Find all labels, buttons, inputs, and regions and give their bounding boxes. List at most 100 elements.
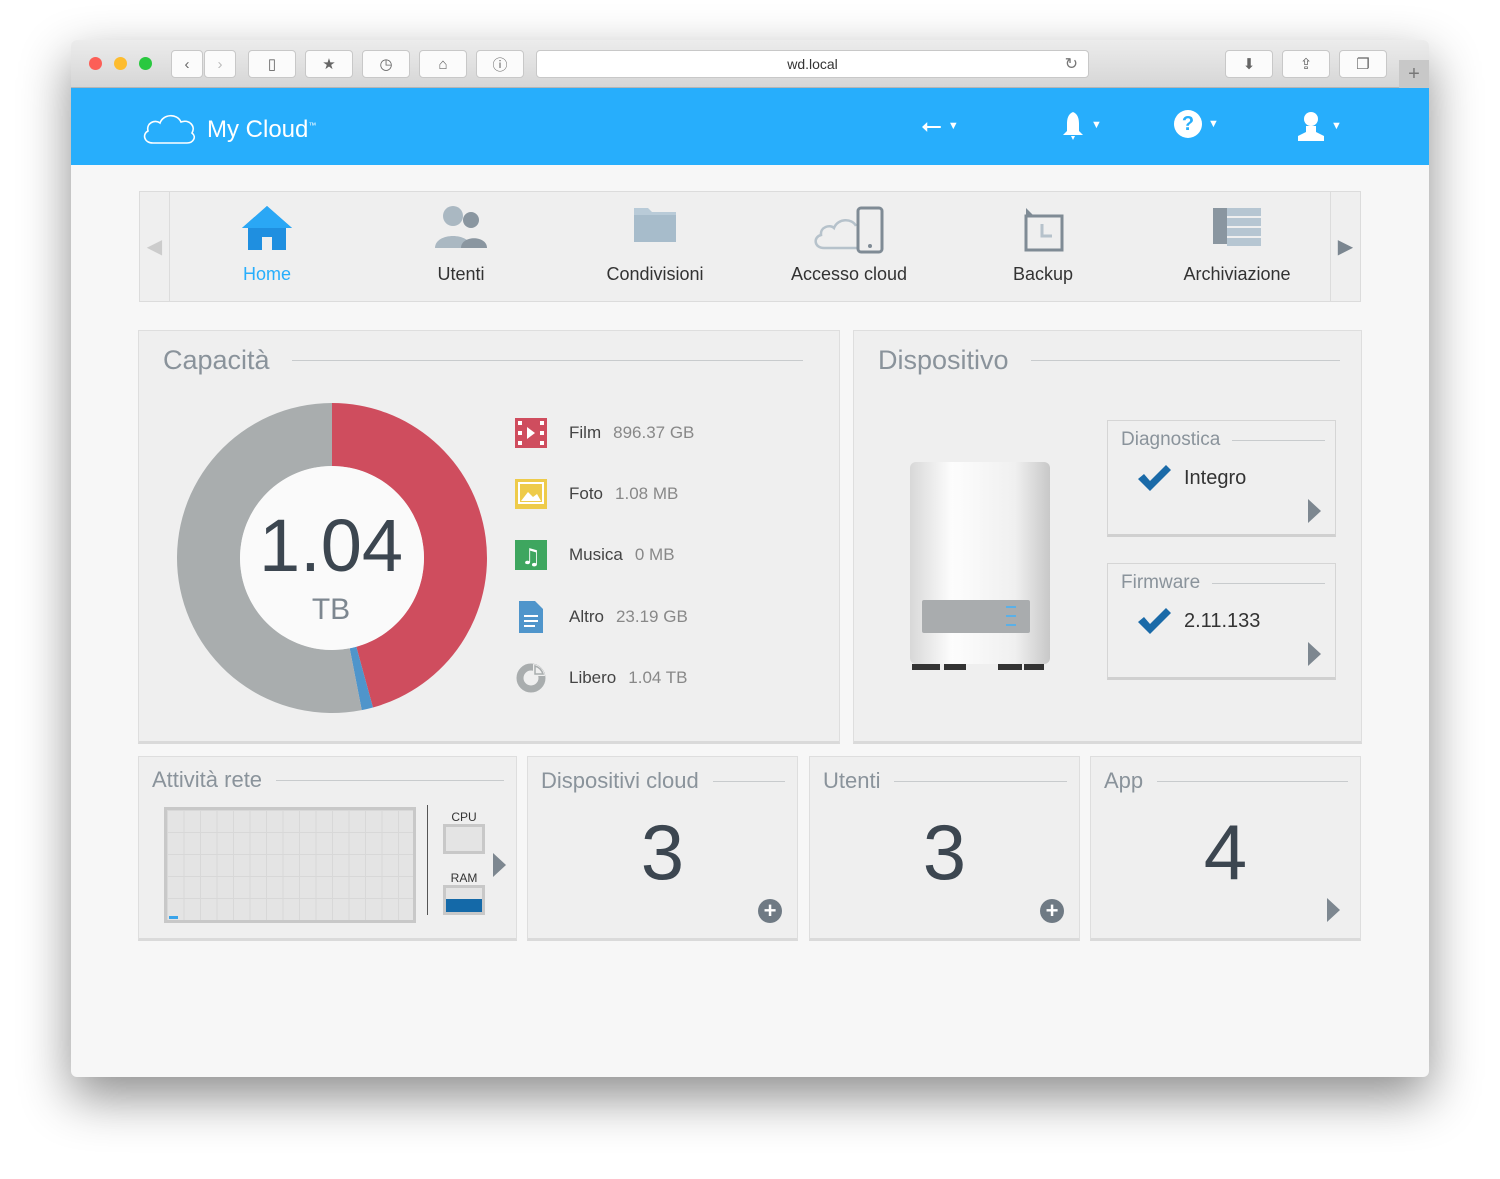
minimize-window-button[interactable]	[114, 57, 127, 70]
firmware-card[interactable]: Firmware 2.11.133	[1107, 563, 1336, 680]
nav-item-home[interactable]: Home	[170, 192, 364, 301]
main-nav: ◀ Home Utenti Condivisioni Accesso cloud…	[139, 191, 1361, 302]
nav-next-button[interactable]: ▶	[1330, 192, 1360, 301]
chevron-down-icon: ▼	[1208, 118, 1219, 130]
info-icon[interactable]: ⓘ	[476, 50, 524, 78]
users-count: 3	[922, 808, 967, 896]
users-title: Utenti	[823, 768, 1067, 794]
donut-slice-libero	[176, 403, 362, 713]
storage-icon	[1213, 208, 1261, 246]
user-menu[interactable]: ▼	[1297, 110, 1342, 142]
diagnostics-card[interactable]: Diagnostica Integro	[1107, 420, 1336, 537]
network-activity-panel: Attività rete CPU RAM	[138, 756, 517, 941]
close-window-button[interactable]	[89, 57, 102, 70]
legend-musica: ♫ Musica 0 MB	[515, 540, 675, 570]
folder-icon	[634, 208, 676, 242]
chevron-down-icon: ▼	[1091, 119, 1102, 131]
capacity-title: Capacità	[163, 345, 803, 376]
check-icon	[1138, 608, 1171, 634]
firmware-arrow-icon[interactable]	[1308, 642, 1321, 666]
capacity-donut-chart	[176, 403, 487, 713]
svg-text:♫: ♫	[521, 545, 541, 570]
free-space-icon	[516, 663, 546, 693]
home-icon	[242, 206, 292, 250]
capacity-total-unit: TB	[311, 593, 351, 626]
network-activity-graph	[164, 807, 416, 923]
home-icon[interactable]: ⌂	[419, 50, 467, 78]
ram-label: RAM	[450, 871, 478, 885]
legend-film: Film 896.37 GB	[515, 418, 694, 448]
film-icon	[515, 418, 547, 448]
donut-center	[240, 466, 424, 650]
firmware-title: Firmware	[1121, 572, 1325, 594]
nav-item-accesso-cloud[interactable]: Accesso cloud	[752, 192, 946, 301]
help-menu[interactable]: ? ▼	[1174, 110, 1219, 138]
cloud-access-icon	[814, 206, 884, 254]
music-icon: ♫	[515, 540, 547, 570]
diagnostics-title: Diagnostica	[1121, 429, 1325, 451]
nav-item-backup[interactable]: Backup	[946, 192, 1140, 301]
chevron-down-icon: ▼	[1331, 120, 1342, 132]
donut-slice-film	[332, 403, 487, 708]
nav-item-condivisioni[interactable]: Condivisioni	[558, 192, 752, 301]
bookmarks-icon[interactable]: ★	[305, 50, 353, 78]
usb-menu[interactable]: ⭠ ▼	[921, 110, 959, 142]
nav-item-archiviazione[interactable]: Archiviazione	[1140, 192, 1334, 301]
document-icon	[519, 601, 543, 633]
nav-prev-button[interactable]: ◀	[140, 192, 170, 301]
tabs-icon[interactable]: ❐	[1339, 50, 1387, 78]
downloads-icon[interactable]: ⬇	[1225, 50, 1273, 78]
address-bar[interactable]: wd.local ↻	[536, 50, 1089, 78]
add-cloud-device-icon[interactable]: +	[758, 899, 782, 923]
cpu-meter	[443, 824, 485, 854]
legend-libero: Libero 1.04 TB	[515, 662, 688, 694]
apps-tile[interactable]: App 4	[1090, 756, 1361, 941]
network-arrow-icon[interactable]	[493, 853, 506, 877]
notifications-menu[interactable]: ▼	[1061, 110, 1102, 140]
forward-icon[interactable]: ›	[204, 50, 236, 78]
nav-item-utenti[interactable]: Utenti	[364, 192, 558, 301]
nas-device-image	[910, 462, 1050, 670]
cloud-devices-count: 3	[640, 808, 685, 896]
cloud-logo-icon	[143, 114, 195, 144]
new-tab-button[interactable]: +	[1399, 60, 1429, 88]
add-user-icon[interactable]: +	[1040, 899, 1064, 923]
back-icon[interactable]: ‹	[171, 50, 203, 78]
zoom-window-button[interactable]	[139, 57, 152, 70]
url-text: wd.local	[787, 56, 838, 72]
firmware-value: 2.11.133	[1184, 609, 1261, 632]
donut-slice-foto	[356, 646, 373, 708]
donut-slice-altro	[349, 646, 373, 711]
diagnostics-value: Integro	[1184, 466, 1247, 489]
users-icon	[435, 206, 487, 248]
ram-meter	[443, 885, 485, 915]
bell-icon	[1063, 112, 1083, 140]
legend-foto: Foto 1.08 MB	[515, 479, 678, 509]
network-title: Attività rete	[152, 767, 504, 793]
sidebar-icon[interactable]: ▯	[248, 50, 296, 78]
chevron-down-icon: ▼	[947, 120, 959, 132]
cpu-label: CPU	[451, 810, 477, 824]
reload-icon[interactable]: ↻	[1064, 56, 1078, 73]
legend-altro: Altro 23.19 GB	[515, 601, 688, 633]
check-icon	[1138, 465, 1171, 491]
apps-title: App	[1104, 768, 1348, 794]
history-icon[interactable]: ◷	[362, 50, 410, 78]
photo-icon	[515, 479, 547, 509]
share-icon[interactable]: ⇪	[1282, 50, 1330, 78]
diagnostics-arrow-icon[interactable]	[1308, 499, 1321, 523]
usb-icon: ⭠	[921, 110, 942, 140]
app-header: My Cloud™ ⭠ ▼ ▼ ? ▼ ▼	[71, 88, 1429, 165]
user-icon	[1298, 112, 1324, 141]
browser-window: ‹ › ▯ ★ ◷ ⌂ ⓘ wd.local ↻ ⬇ ⇪ ❐ + My Cloud…	[71, 40, 1429, 1077]
device-title: Dispositivo	[878, 345, 1340, 376]
backup-icon	[1024, 208, 1064, 252]
apps-arrow-icon[interactable]	[1327, 898, 1340, 922]
device-panel: Dispositivo Diagnostica Integro Firmware…	[853, 330, 1362, 744]
brand-name: My Cloud™	[207, 116, 317, 143]
cloud-devices-title: Dispositivi cloud	[541, 768, 785, 794]
cloud-devices-tile[interactable]: Dispositivi cloud 3 +	[527, 756, 798, 941]
capacity-total-value: 1.04	[258, 504, 404, 587]
users-tile[interactable]: Utenti 3 +	[809, 756, 1080, 941]
capacity-panel: Capacità 1.04 TB Film 896.37 GB Foto 1.08 …	[138, 330, 840, 744]
